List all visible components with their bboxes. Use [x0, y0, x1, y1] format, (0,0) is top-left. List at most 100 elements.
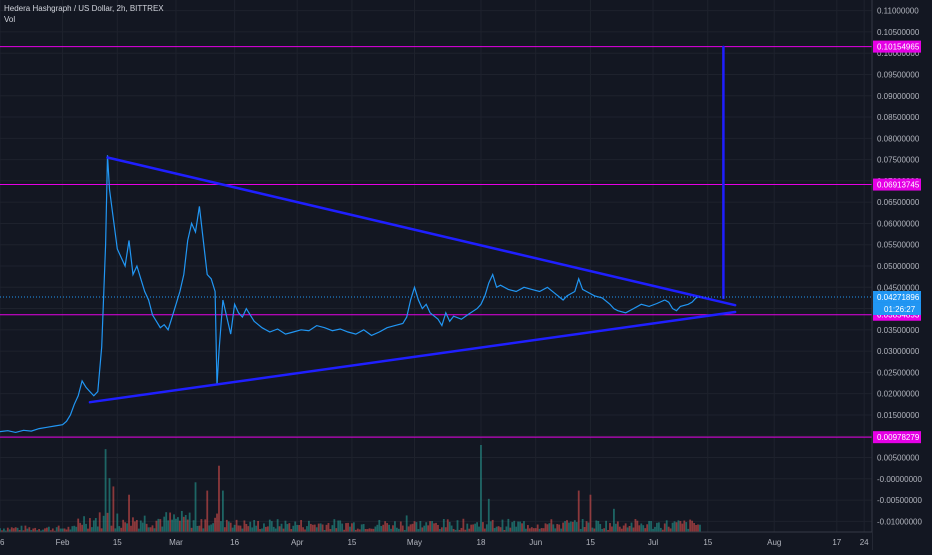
volume-bar: [603, 528, 606, 532]
volume-bar: [679, 521, 682, 532]
volume-bar: [681, 523, 684, 532]
volume-bar: [116, 513, 119, 532]
volume-bar: [534, 528, 537, 532]
volume-bar: [0, 528, 1, 532]
volume-bar: [79, 522, 82, 532]
volume-bar: [96, 526, 99, 532]
volume-bar: [614, 523, 617, 532]
volume-bar: [308, 520, 310, 532]
volume-bar: [644, 528, 647, 532]
volume-bar: [206, 490, 209, 532]
volume-bar: [20, 525, 23, 532]
volume-bar: [349, 526, 351, 532]
volume-bar: [231, 527, 234, 532]
price-tick-label: 0.02000000: [877, 390, 920, 399]
volume-bar: [63, 528, 66, 532]
volume-bar: [214, 517, 216, 532]
price-tick-label: 0.08000000: [877, 134, 920, 143]
volume-bar: [548, 523, 551, 532]
volume-bar: [18, 530, 21, 532]
volume-bar: [599, 523, 602, 532]
volume-bar: [178, 520, 181, 532]
volume-bar: [397, 528, 400, 532]
volume-bar: [14, 527, 17, 532]
volume-bar: [139, 520, 142, 532]
time-tick-label: Apr: [291, 538, 304, 547]
volume-bar: [419, 521, 422, 532]
volume-bar: [190, 527, 193, 532]
time-axis[interactable]: 16 Feb 15 Mar 16 Apr 15 May 18 Jun 15 Jul 15 Aug 17 24: [0, 531, 872, 550]
volume-bar: [581, 519, 584, 532]
volume-bar: [448, 521, 451, 532]
volume-bar: [659, 527, 662, 532]
volume-bar: [528, 528, 531, 532]
trend-line: [106, 156, 737, 307]
horizontal-levels: [0, 46, 872, 438]
volume-bar: [593, 528, 596, 532]
volume-bar: [650, 521, 652, 532]
volume-bar: [220, 521, 222, 532]
volume-bar: [8, 529, 11, 532]
volume-bar: [16, 527, 19, 532]
volume-bar: [315, 527, 318, 532]
volume-bar: [466, 523, 469, 532]
volume-bar: [609, 523, 611, 532]
time-tick-label: 16: [0, 538, 5, 547]
volume-bar: [204, 519, 207, 532]
volume-bar: [360, 524, 363, 532]
volume-bar: [284, 520, 287, 532]
volume-bar: [165, 512, 168, 532]
volume-bar: [212, 523, 215, 532]
volume-bar: [75, 526, 78, 532]
time-tick-label: 15: [703, 538, 712, 547]
trend-line: [88, 310, 737, 404]
volume-bar: [462, 518, 465, 532]
volume-bar: [695, 524, 697, 532]
volume-bar: [100, 528, 103, 532]
time-tick-label: Jul: [648, 538, 658, 547]
price-tick-label: 0.10500000: [877, 28, 920, 37]
volume-bar: [526, 525, 529, 532]
volume-bar: [693, 522, 695, 532]
volume-bar: [450, 525, 453, 532]
chart-legend: Hedera Hashgraph / US Dollar, 2h, BITTRE…: [4, 3, 164, 25]
volume-bar: [517, 521, 520, 532]
volume-bar: [542, 528, 545, 532]
volume-bar: [456, 520, 459, 532]
time-tick-label: 24: [860, 538, 869, 547]
volume-bar: [208, 525, 211, 532]
volume-bar: [657, 522, 660, 532]
volume-bar: [437, 524, 439, 532]
volume-bar: [446, 519, 449, 532]
volume-bar: [622, 525, 625, 532]
volume-bar: [501, 519, 504, 532]
volume-bar: [417, 529, 420, 532]
volume-bar: [298, 525, 301, 532]
volume-bar: [3, 528, 5, 532]
volume-bar: [607, 529, 609, 532]
volume-bar: [247, 526, 250, 532]
price-axis[interactable]: 0.11000000 0.10500000 0.10000000 0.09500000…: [871, 0, 932, 550]
volume-bar: [616, 521, 619, 532]
volume-bar: [266, 526, 269, 532]
volume-bar: [6, 527, 9, 532]
price-tick-label: 0.06000000: [877, 219, 920, 228]
volume-bar: [503, 529, 506, 532]
volume-bar: [163, 516, 166, 532]
volume-bar: [22, 530, 25, 532]
volume-bar: [405, 515, 408, 532]
volume-bar: [28, 527, 31, 532]
volume-bar: [188, 512, 191, 532]
volume-bar: [493, 528, 496, 532]
volume-bar: [161, 526, 164, 532]
volume-bar: [94, 518, 97, 532]
volume-bar: [370, 528, 373, 532]
time-axis-background: [0, 532, 872, 550]
volume-bar: [587, 522, 590, 532]
volume-bar: [585, 521, 588, 532]
volume-bar: [351, 523, 353, 532]
volume-bar: [550, 519, 553, 532]
price-tick-label: -0.01000000: [877, 517, 922, 526]
